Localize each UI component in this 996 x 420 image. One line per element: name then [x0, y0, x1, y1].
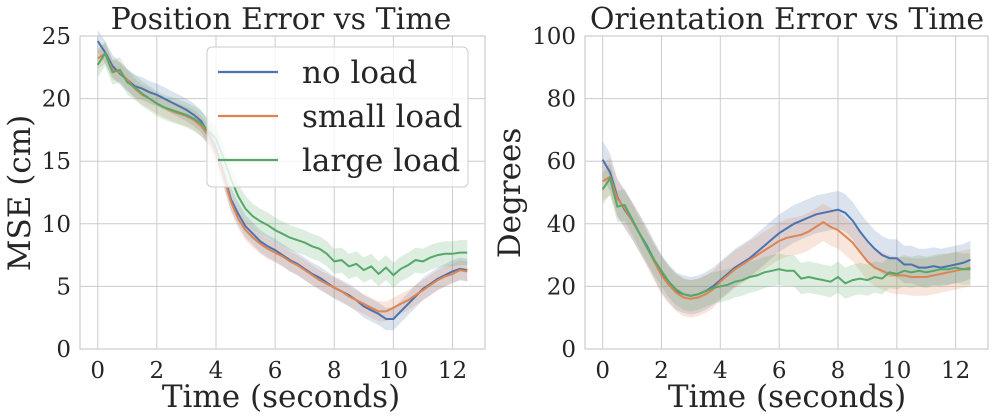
orientation-y-tick-label: 0	[561, 337, 576, 363]
orientation-y-tick-label: 40	[547, 212, 576, 238]
orientation-band-large-load	[602, 162, 971, 312]
orientation-line-small-load	[602, 175, 971, 300]
position-band-no-load	[97, 29, 468, 331]
position-line-large-load	[96, 51, 468, 277]
orientation-x-axis-label: Time (seconds)	[668, 379, 906, 415]
orientation-x-tick-label: 12	[941, 358, 970, 384]
orientation-chart-title: Orientation Error vs Time	[590, 2, 984, 37]
position-band-large-load	[97, 41, 468, 288]
orientation-plot-background	[585, 36, 988, 349]
legend: no load small load large load	[206, 46, 469, 188]
position-x-tick-label: 0	[90, 358, 105, 384]
position-x-axis-label: Time (seconds)	[162, 379, 400, 415]
position-plot-frame	[79, 35, 486, 350]
position-x-tick-label: 10	[379, 358, 408, 384]
orientation-plot-area: 0 2 4 6 8 10 12 0 20 40 60 80 100	[532, 24, 989, 384]
position-x-tick-label: 12	[438, 358, 467, 384]
orientation-x-tick-label: 6	[772, 358, 787, 384]
orientation-error-panel: Orientation Error vs Time 0 2 4 6 8 10 12 0 20 40…	[492, 2, 989, 415]
position-x-tick-label: 8	[327, 358, 342, 384]
orientation-x-tick-label: 0	[595, 358, 610, 384]
orientation-x-tick-label: 8	[831, 358, 846, 384]
orientation-y-tick-label: 80	[547, 87, 576, 113]
position-y-tick-label: 5	[56, 274, 71, 300]
position-x-tick-label: 6	[268, 358, 283, 384]
position-chart-title: Position Error vs Time	[111, 2, 452, 37]
orientation-x-tick-label: 2	[654, 358, 669, 384]
legend-label-no-load: no load	[302, 55, 417, 91]
position-y-tick-label: 0	[56, 337, 71, 363]
position-y-tick-label: 15	[42, 149, 71, 175]
position-y-tick-label: 20	[42, 87, 71, 113]
orientation-x-tick-label: 10	[882, 358, 911, 384]
orientation-y-tick-label: 20	[547, 274, 576, 300]
legend-label-small-load: small load	[302, 99, 462, 135]
legend-label-large-load: large load	[302, 143, 460, 179]
orientation-y-tick-label: 100	[532, 24, 576, 50]
orientation-line-large-load	[601, 176, 971, 297]
position-line-no-load	[96, 40, 468, 320]
position-x-tick-label: 4	[209, 358, 224, 384]
position-error-panel: Position Error vs Time 0 2 4 6 8 10 12 0 5 10 15 20…	[2, 2, 486, 415]
position-x-tick-label: 2	[150, 358, 165, 384]
orientation-y-tick-label: 60	[547, 149, 576, 175]
position-y-axis-label: MSE (cm)	[2, 115, 38, 271]
orientation-x-tick-label: 4	[713, 358, 728, 384]
orientation-y-axis-label: Degrees	[492, 128, 528, 258]
legend-box	[206, 46, 469, 188]
orientation-plot-frame	[584, 35, 989, 350]
position-y-tick-label: 25	[42, 24, 71, 50]
position-y-tick-label: 10	[42, 212, 71, 238]
